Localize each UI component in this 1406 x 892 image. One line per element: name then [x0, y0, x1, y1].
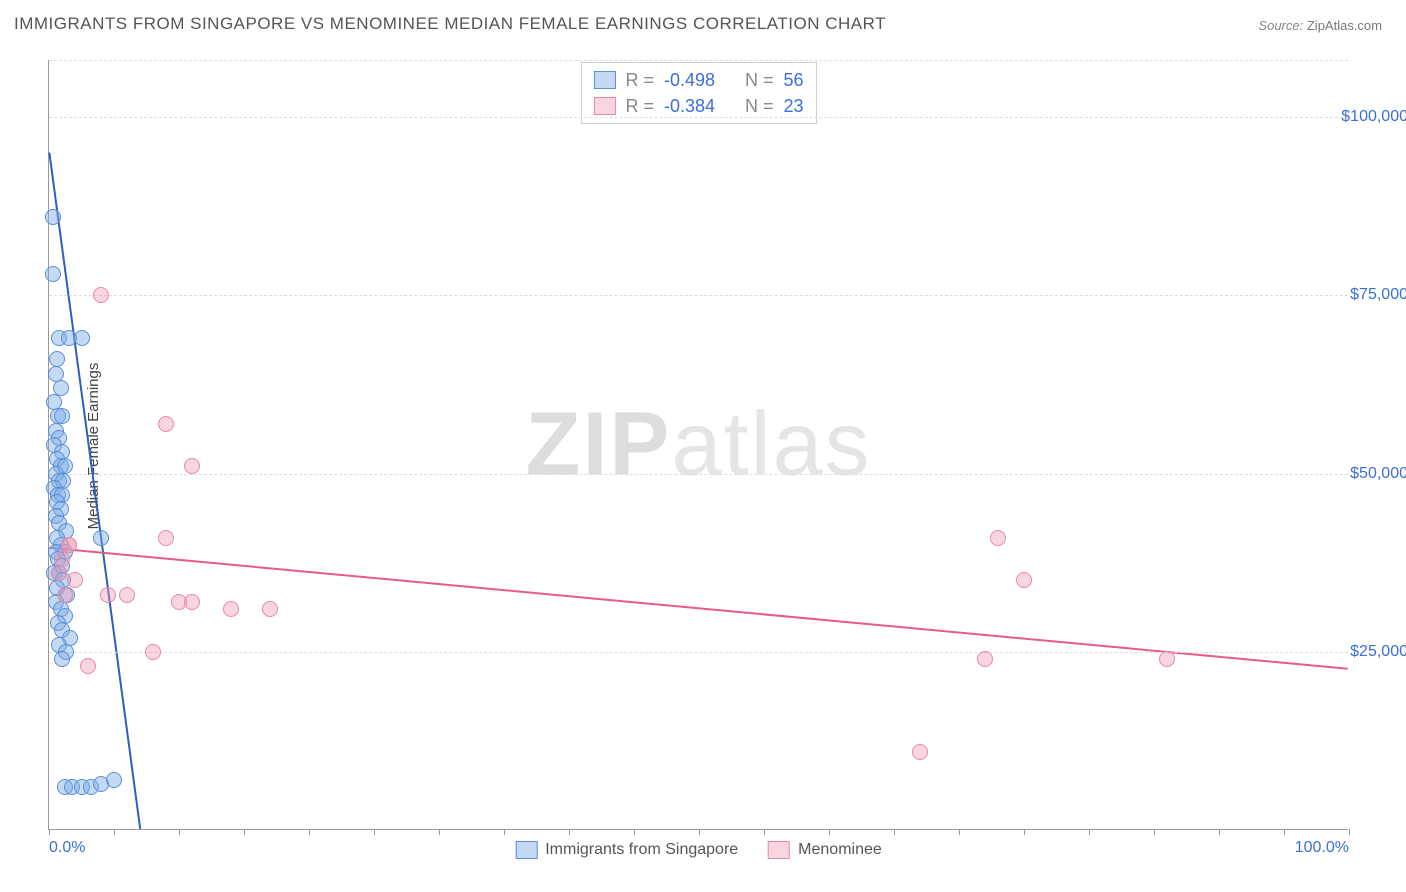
- correlation-chart: IMMIGRANTS FROM SINGAPORE VS MENOMINEE M…: [0, 0, 1406, 892]
- source-label: Source:: [1258, 18, 1303, 33]
- scatter-point-menominee: [912, 744, 928, 760]
- scatter-point-menominee: [61, 537, 77, 553]
- chart-title: IMMIGRANTS FROM SINGAPORE VS MENOMINEE M…: [14, 14, 886, 34]
- scatter-point-menominee: [158, 416, 174, 432]
- series-legend: Immigrants from Singapore Menominee: [515, 841, 882, 859]
- legend-swatch: [515, 841, 537, 859]
- scatter-point-singapore: [54, 651, 70, 667]
- scatter-point-singapore: [45, 266, 61, 282]
- legend-row-singapore: R = -0.498 N = 56: [593, 67, 803, 93]
- scatter-point-menominee: [119, 587, 135, 603]
- scatter-point-menominee: [262, 601, 278, 617]
- scatter-point-menominee: [977, 651, 993, 667]
- scatter-point-menominee: [67, 572, 83, 588]
- legend-swatch: [768, 841, 790, 859]
- series-legend-item-menominee: Menominee: [768, 841, 882, 859]
- x-tick-label: 0.0%: [49, 839, 85, 857]
- scatter-point-singapore: [106, 772, 122, 788]
- scatter-point-menominee: [184, 458, 200, 474]
- scatter-point-menominee: [145, 644, 161, 660]
- y-tick-label: $50,000: [1318, 465, 1406, 483]
- scatter-point-menominee: [1016, 572, 1032, 588]
- scatter-point-menominee: [184, 594, 200, 610]
- scatter-point-menominee: [57, 587, 73, 603]
- regression-line-menominee: [49, 548, 1347, 669]
- correlation-legend: R = -0.498 N = 56R = -0.384 N = 23: [580, 62, 816, 124]
- y-tick-label: $75,000: [1318, 286, 1406, 304]
- plot-area: ZIPatlas R = -0.498 N = 56R = -0.384 N =…: [48, 60, 1348, 830]
- legend-swatch: [593, 71, 615, 89]
- scatter-point-singapore: [74, 330, 90, 346]
- scatter-point-menominee: [93, 287, 109, 303]
- x-tick-label: 100.0%: [1295, 839, 1349, 857]
- legend-swatch: [593, 97, 615, 115]
- source-value: ZipAtlas.com: [1307, 18, 1382, 33]
- legend-row-menominee: R = -0.384 N = 23: [593, 93, 803, 119]
- scatter-point-menominee: [100, 587, 116, 603]
- scatter-point-menominee: [158, 530, 174, 546]
- scatter-point-singapore: [45, 209, 61, 225]
- y-tick-label: $100,000: [1318, 108, 1406, 126]
- scatter-point-menominee: [990, 530, 1006, 546]
- series-legend-item-singapore: Immigrants from Singapore: [515, 841, 738, 859]
- watermark: ZIPatlas: [525, 393, 871, 496]
- scatter-point-singapore: [93, 530, 109, 546]
- regression-lines: [49, 60, 1348, 829]
- scatter-point-menominee: [223, 601, 239, 617]
- scatter-point-menominee: [51, 565, 67, 581]
- y-tick-label: $25,000: [1318, 643, 1406, 661]
- scatter-point-menominee: [80, 658, 96, 674]
- scatter-point-menominee: [1159, 651, 1175, 667]
- source-attribution: Source: ZipAtlas.com: [1258, 18, 1382, 33]
